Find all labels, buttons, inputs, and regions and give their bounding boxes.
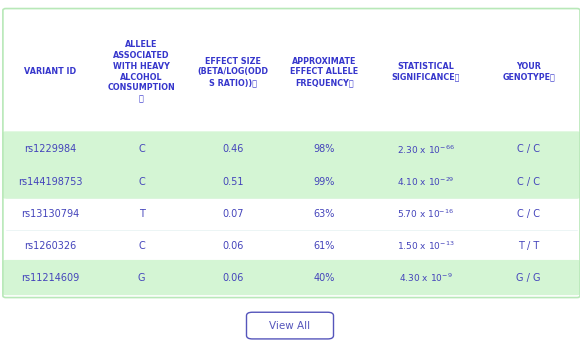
Text: C / C: C / C (517, 176, 540, 187)
Text: rs1260326: rs1260326 (24, 241, 76, 251)
Text: rs1229984: rs1229984 (24, 144, 76, 155)
Text: rs144198753: rs144198753 (18, 176, 82, 187)
Text: APPROXIMATE
EFFECT ALLELE
FREQUENCYⓘ: APPROXIMATE EFFECT ALLELE FREQUENCYⓘ (290, 56, 358, 87)
Text: C: C (138, 176, 145, 187)
Text: 63%: 63% (314, 209, 335, 219)
Text: T: T (139, 209, 144, 219)
Text: View All: View All (270, 320, 310, 331)
Text: STATISTICAL
SIGNIFICANCEⓘ: STATISTICAL SIGNIFICANCEⓘ (392, 62, 460, 82)
Text: 61%: 61% (314, 241, 335, 251)
Text: C: C (138, 241, 145, 251)
Text: rs11214609: rs11214609 (21, 273, 79, 283)
FancyBboxPatch shape (2, 131, 580, 167)
Text: $\mathregular{1.50\ x\ 10}^{-13}$: $\mathregular{1.50\ x\ 10}^{-13}$ (397, 240, 455, 252)
Text: 0.46: 0.46 (222, 144, 244, 155)
Text: rs13130794: rs13130794 (21, 209, 79, 219)
Text: YOUR
GENOTYPEⓘ: YOUR GENOTYPEⓘ (502, 62, 555, 82)
Text: T / T: T / T (518, 241, 539, 251)
Text: VARIANT ID: VARIANT ID (24, 67, 76, 76)
FancyBboxPatch shape (2, 260, 580, 295)
Text: C: C (138, 144, 145, 155)
Text: EFFECT SIZE
(BETA/LOG(ODD
S RATIO))ⓘ: EFFECT SIZE (BETA/LOG(ODD S RATIO))ⓘ (197, 56, 269, 87)
Text: 0.06: 0.06 (222, 241, 244, 251)
Text: G / G: G / G (516, 273, 541, 283)
Text: 98%: 98% (314, 144, 335, 155)
Text: G: G (137, 273, 145, 283)
Text: 99%: 99% (314, 176, 335, 187)
Text: $\mathregular{4.30\ x\ 10}^{-9}$: $\mathregular{4.30\ x\ 10}^{-9}$ (399, 272, 452, 284)
Text: 0.51: 0.51 (222, 176, 244, 187)
Text: $\mathregular{5.70\ x\ 10}^{-16}$: $\mathregular{5.70\ x\ 10}^{-16}$ (397, 208, 454, 220)
Text: C / C: C / C (517, 209, 540, 219)
Text: 0.07: 0.07 (222, 209, 244, 219)
Text: ALLELE
ASSOCIATED
WITH HEAVY
ALCOHOL
CONSUMPTION
ⓘ: ALLELE ASSOCIATED WITH HEAVY ALCOHOL CON… (108, 40, 175, 103)
Text: 40%: 40% (314, 273, 335, 283)
FancyBboxPatch shape (246, 312, 334, 339)
Text: $\mathregular{2.30\ x\ 10}^{-66}$: $\mathregular{2.30\ x\ 10}^{-66}$ (397, 143, 455, 156)
Text: C / C: C / C (517, 144, 540, 155)
Text: $\mathregular{4.10\ x\ 10}^{-29}$: $\mathregular{4.10\ x\ 10}^{-29}$ (397, 175, 455, 188)
FancyBboxPatch shape (2, 163, 580, 199)
Text: 0.06: 0.06 (222, 273, 244, 283)
